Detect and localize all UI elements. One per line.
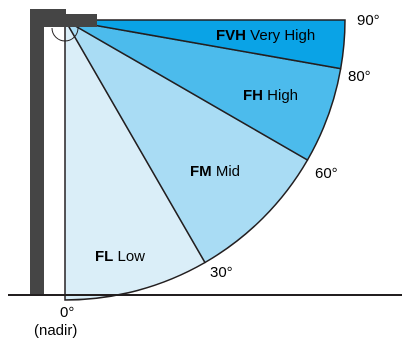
zone-fvh-wedge: [64, 19, 346, 70]
luminaire-angle-arc: [51, 27, 79, 42]
zone-fl-wedge: [64, 17, 207, 301]
zone-fvh-label: FVH Very High: [216, 27, 315, 44]
angle-0-label: 0°: [60, 304, 74, 321]
angle-80-label: 80°: [348, 68, 371, 85]
zone-fl-label: FL Low: [95, 248, 145, 265]
zone-fh-label: FH High: [243, 87, 298, 104]
zone-fm-label: FM Mid: [190, 163, 240, 180]
angle-90-label: 90°: [357, 12, 380, 29]
luminaire-fixture: [44, 14, 97, 27]
angle-30-label: 30°: [210, 264, 233, 281]
pole: [30, 9, 44, 295]
pole-arm: [30, 9, 66, 17]
angle-60-label: 60°: [315, 165, 338, 182]
nadir-label: (nadir): [34, 322, 77, 339]
zone-fm-wedge: [62, 17, 309, 264]
